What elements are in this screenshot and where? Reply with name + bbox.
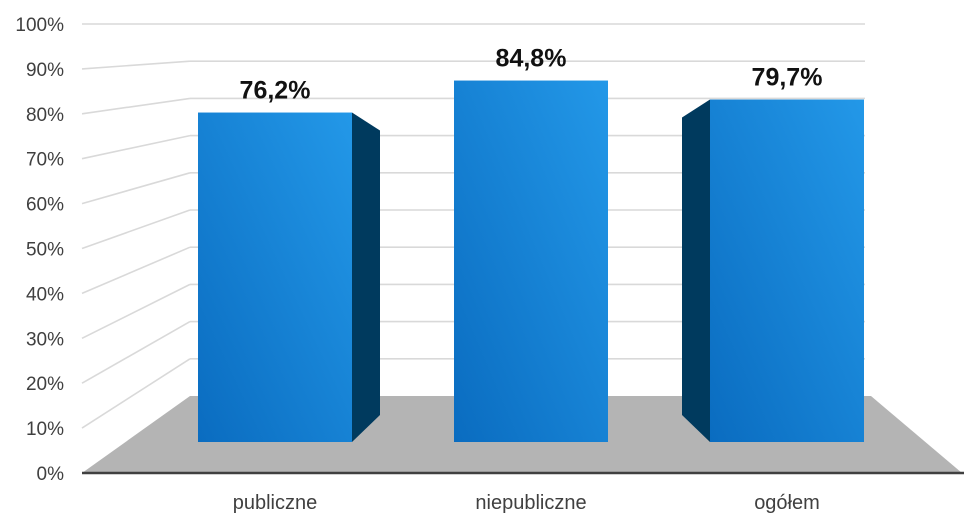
- data-label: 84,8%: [496, 45, 567, 73]
- bar-group: [454, 80, 608, 442]
- y-tick-label: 80%: [26, 105, 64, 126]
- data-label: 76,2%: [240, 77, 311, 105]
- category-label: publiczne: [233, 492, 318, 514]
- category-label: ogółem: [754, 492, 820, 514]
- y-tick-label: 50%: [26, 240, 64, 261]
- y-axis-ticks: 0% 10% 20% 30% 40% 50% 60% 70% 80% 90% 100%: [15, 15, 64, 485]
- y-tick-label: 40%: [26, 284, 64, 305]
- side-gridline: [81, 358, 191, 429]
- side-gridline: [81, 97, 191, 115]
- side-gridline: [81, 283, 191, 340]
- bar: [710, 99, 864, 443]
- data-label: 79,7%: [752, 64, 823, 92]
- y-tick-label: 20%: [26, 374, 64, 395]
- bars: [198, 80, 864, 443]
- side-gridline: [81, 246, 191, 295]
- side-gridline: [81, 134, 191, 160]
- side-gridline: [81, 60, 191, 70]
- category-labels: publiczne niepubliczne ogółem: [233, 492, 820, 514]
- side-gridline: [81, 320, 191, 384]
- bar: [454, 80, 608, 442]
- bar-side: [352, 112, 380, 442]
- y-tick-label: 10%: [26, 419, 64, 440]
- bar-group: [682, 99, 864, 443]
- y-tick-label: 90%: [26, 60, 64, 81]
- y-tick-label: 30%: [26, 329, 64, 350]
- side-gridline: [81, 172, 191, 205]
- y-tick-label: 100%: [15, 15, 64, 36]
- y-tick-label: 0%: [37, 464, 65, 485]
- side-gridline: [81, 209, 191, 250]
- y-tick-label: 60%: [26, 195, 64, 216]
- side-wall-gridlines: [81, 23, 191, 429]
- bar-group: [198, 112, 380, 442]
- data-labels: 76,2% 84,8% 79,7%: [240, 45, 823, 105]
- bar-side: [682, 99, 710, 443]
- bar: [198, 112, 352, 442]
- y-tick-label: 70%: [26, 150, 64, 171]
- category-label: niepubliczne: [475, 492, 586, 514]
